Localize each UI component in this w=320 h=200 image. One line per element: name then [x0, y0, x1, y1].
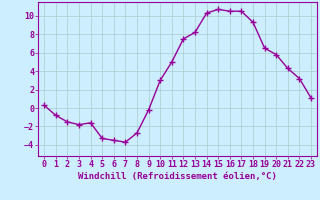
X-axis label: Windchill (Refroidissement éolien,°C): Windchill (Refroidissement éolien,°C) [78, 172, 277, 181]
